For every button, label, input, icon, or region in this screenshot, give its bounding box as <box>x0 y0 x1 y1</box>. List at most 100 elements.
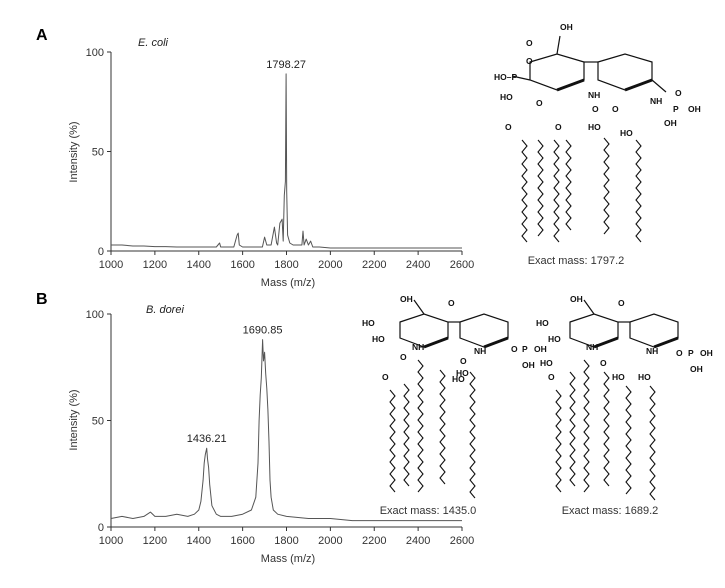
x-tick-label: 1000 <box>99 535 123 547</box>
atom-label: HO–P <box>494 72 517 82</box>
atom-label: NH <box>412 342 424 352</box>
acyl-chain <box>403 383 410 487</box>
atom-label: O <box>676 348 683 358</box>
chart-a-xlabel: Mass (m/z) <box>261 277 315 289</box>
acyl-chains <box>521 137 642 243</box>
acyl-chain <box>635 139 642 243</box>
atom-label: HO <box>372 334 385 344</box>
atom-label: P <box>522 344 528 354</box>
acyl-chain <box>603 137 610 235</box>
atom-label: P <box>673 104 679 114</box>
panel-letter-a: A <box>36 27 48 44</box>
atom-label: P <box>688 348 694 358</box>
x-tick-label: 2600 <box>450 259 474 271</box>
x-tick-label: 2200 <box>362 259 386 271</box>
exact-mass-caption: Exact mass: 1797.2 <box>528 255 625 267</box>
atom-label: O <box>618 298 625 308</box>
y-tick-label: 0 <box>98 246 104 258</box>
ring-bond <box>413 299 425 315</box>
x-tick-label: 1200 <box>143 535 167 547</box>
atom-label: NH <box>646 346 658 356</box>
atom-label: O <box>592 104 599 114</box>
acyl-chain <box>569 371 576 487</box>
atom-label: OH <box>522 360 535 370</box>
acyl-chain <box>417 359 424 493</box>
spectrum-line <box>110 339 462 522</box>
y-tick-label: 100 <box>86 309 104 321</box>
atom-label: O <box>536 98 543 108</box>
ring-bold-edge <box>653 336 679 349</box>
ring-bond <box>511 75 531 81</box>
acyl-chain <box>439 369 446 485</box>
exact-mass-caption: Exact mass: 1435.0 <box>380 505 477 517</box>
x-tick-label: 1800 <box>274 259 298 271</box>
acyl-chains <box>389 359 476 499</box>
atom-label: HO <box>620 128 633 138</box>
acyl-chain <box>603 371 610 487</box>
y-tick-label: 50 <box>92 416 104 428</box>
atom-label: HO <box>638 372 651 382</box>
acyl-chain <box>389 389 396 493</box>
chart-b-xlabel: Mass (m/z) <box>261 553 315 565</box>
x-tick-label: 2200 <box>362 535 386 547</box>
atom-label: HO <box>536 318 549 328</box>
atom-label: OH <box>700 348 713 358</box>
atom-label: NH <box>474 346 486 356</box>
chart-b-ylabel: Intensity (%) <box>68 389 80 450</box>
atom-label: HO <box>362 318 375 328</box>
panel-letter-b: B <box>36 291 48 308</box>
spectrum-line <box>111 73 462 249</box>
x-tick-label: 1400 <box>187 259 211 271</box>
ring-bold-edge <box>483 336 509 349</box>
atom-label: O <box>675 88 682 98</box>
atom-label: HO <box>452 374 465 384</box>
lipid-a-structure-ecoli: OH HO–P HO O O NH NH P OH OH O O O O HO … <box>494 22 701 267</box>
x-tick-label: 1600 <box>230 259 254 271</box>
atom-label: OH <box>688 104 701 114</box>
ring-bold-edge <box>593 336 619 349</box>
atom-label: HO <box>548 334 561 344</box>
ring-bold-edge <box>556 78 585 92</box>
atom-label: NH <box>588 90 600 100</box>
atom-label: HO <box>612 372 625 382</box>
atom-label: HO <box>540 358 553 368</box>
atom-label: HO <box>500 92 513 102</box>
acyl-chain <box>649 385 656 501</box>
atom-label: O <box>600 358 607 368</box>
x-tick-label: 2600 <box>450 535 474 547</box>
exact-mass-caption: Exact mass: 1689.2 <box>562 505 659 517</box>
atom-label: O <box>555 122 562 132</box>
x-tick-label: 1800 <box>274 535 298 547</box>
lipid-a-structure-bdorei-1689: OH HO HO O NH NH O P OH OH HO O O HO HO … <box>536 294 713 517</box>
x-tick-label: 1400 <box>187 535 211 547</box>
acyl-chain <box>537 139 544 237</box>
atom-label: OH <box>664 118 677 128</box>
acyl-chain <box>565 139 572 231</box>
atom-label: O <box>548 372 555 382</box>
atom-label: O <box>460 356 467 366</box>
spectrum-chart-ecoli: E. coli Intensity (%) Mass (m/z) 1000 120… <box>68 37 474 289</box>
acyl-chain <box>553 139 560 243</box>
chart-b-organism: B. dorei <box>146 304 184 316</box>
atom-label: OH <box>534 344 547 354</box>
lipid-a-structure-bdorei-1435: OH HO HO O NH NH O P OH OH O O HO HO O E… <box>362 294 547 517</box>
peak-label: 1690.85 <box>243 325 283 337</box>
atom-label: OH <box>570 294 583 304</box>
atom-label: OH <box>690 364 703 374</box>
x-tick-label: 1200 <box>143 259 167 271</box>
x-tick-label: 2400 <box>406 259 430 271</box>
x-tick-label: 2000 <box>318 259 342 271</box>
acyl-chain <box>555 389 562 493</box>
peak-label: 1436.21 <box>187 433 227 445</box>
peak-label: 1798.27 <box>266 59 306 71</box>
y-tick-label: 100 <box>86 47 104 59</box>
acyl-chain <box>625 385 632 495</box>
chart-a-ylabel: Intensity (%) <box>68 121 80 182</box>
ring-bold-edge <box>624 78 653 92</box>
atom-label: O <box>526 56 533 66</box>
spectrum-chart-bdorei: B. dorei Intensity (%) Mass (m/z) 1000 12… <box>68 304 474 565</box>
x-tick-label: 2400 <box>406 535 430 547</box>
atom-label: O <box>448 298 455 308</box>
sugar-ring <box>597 53 653 91</box>
